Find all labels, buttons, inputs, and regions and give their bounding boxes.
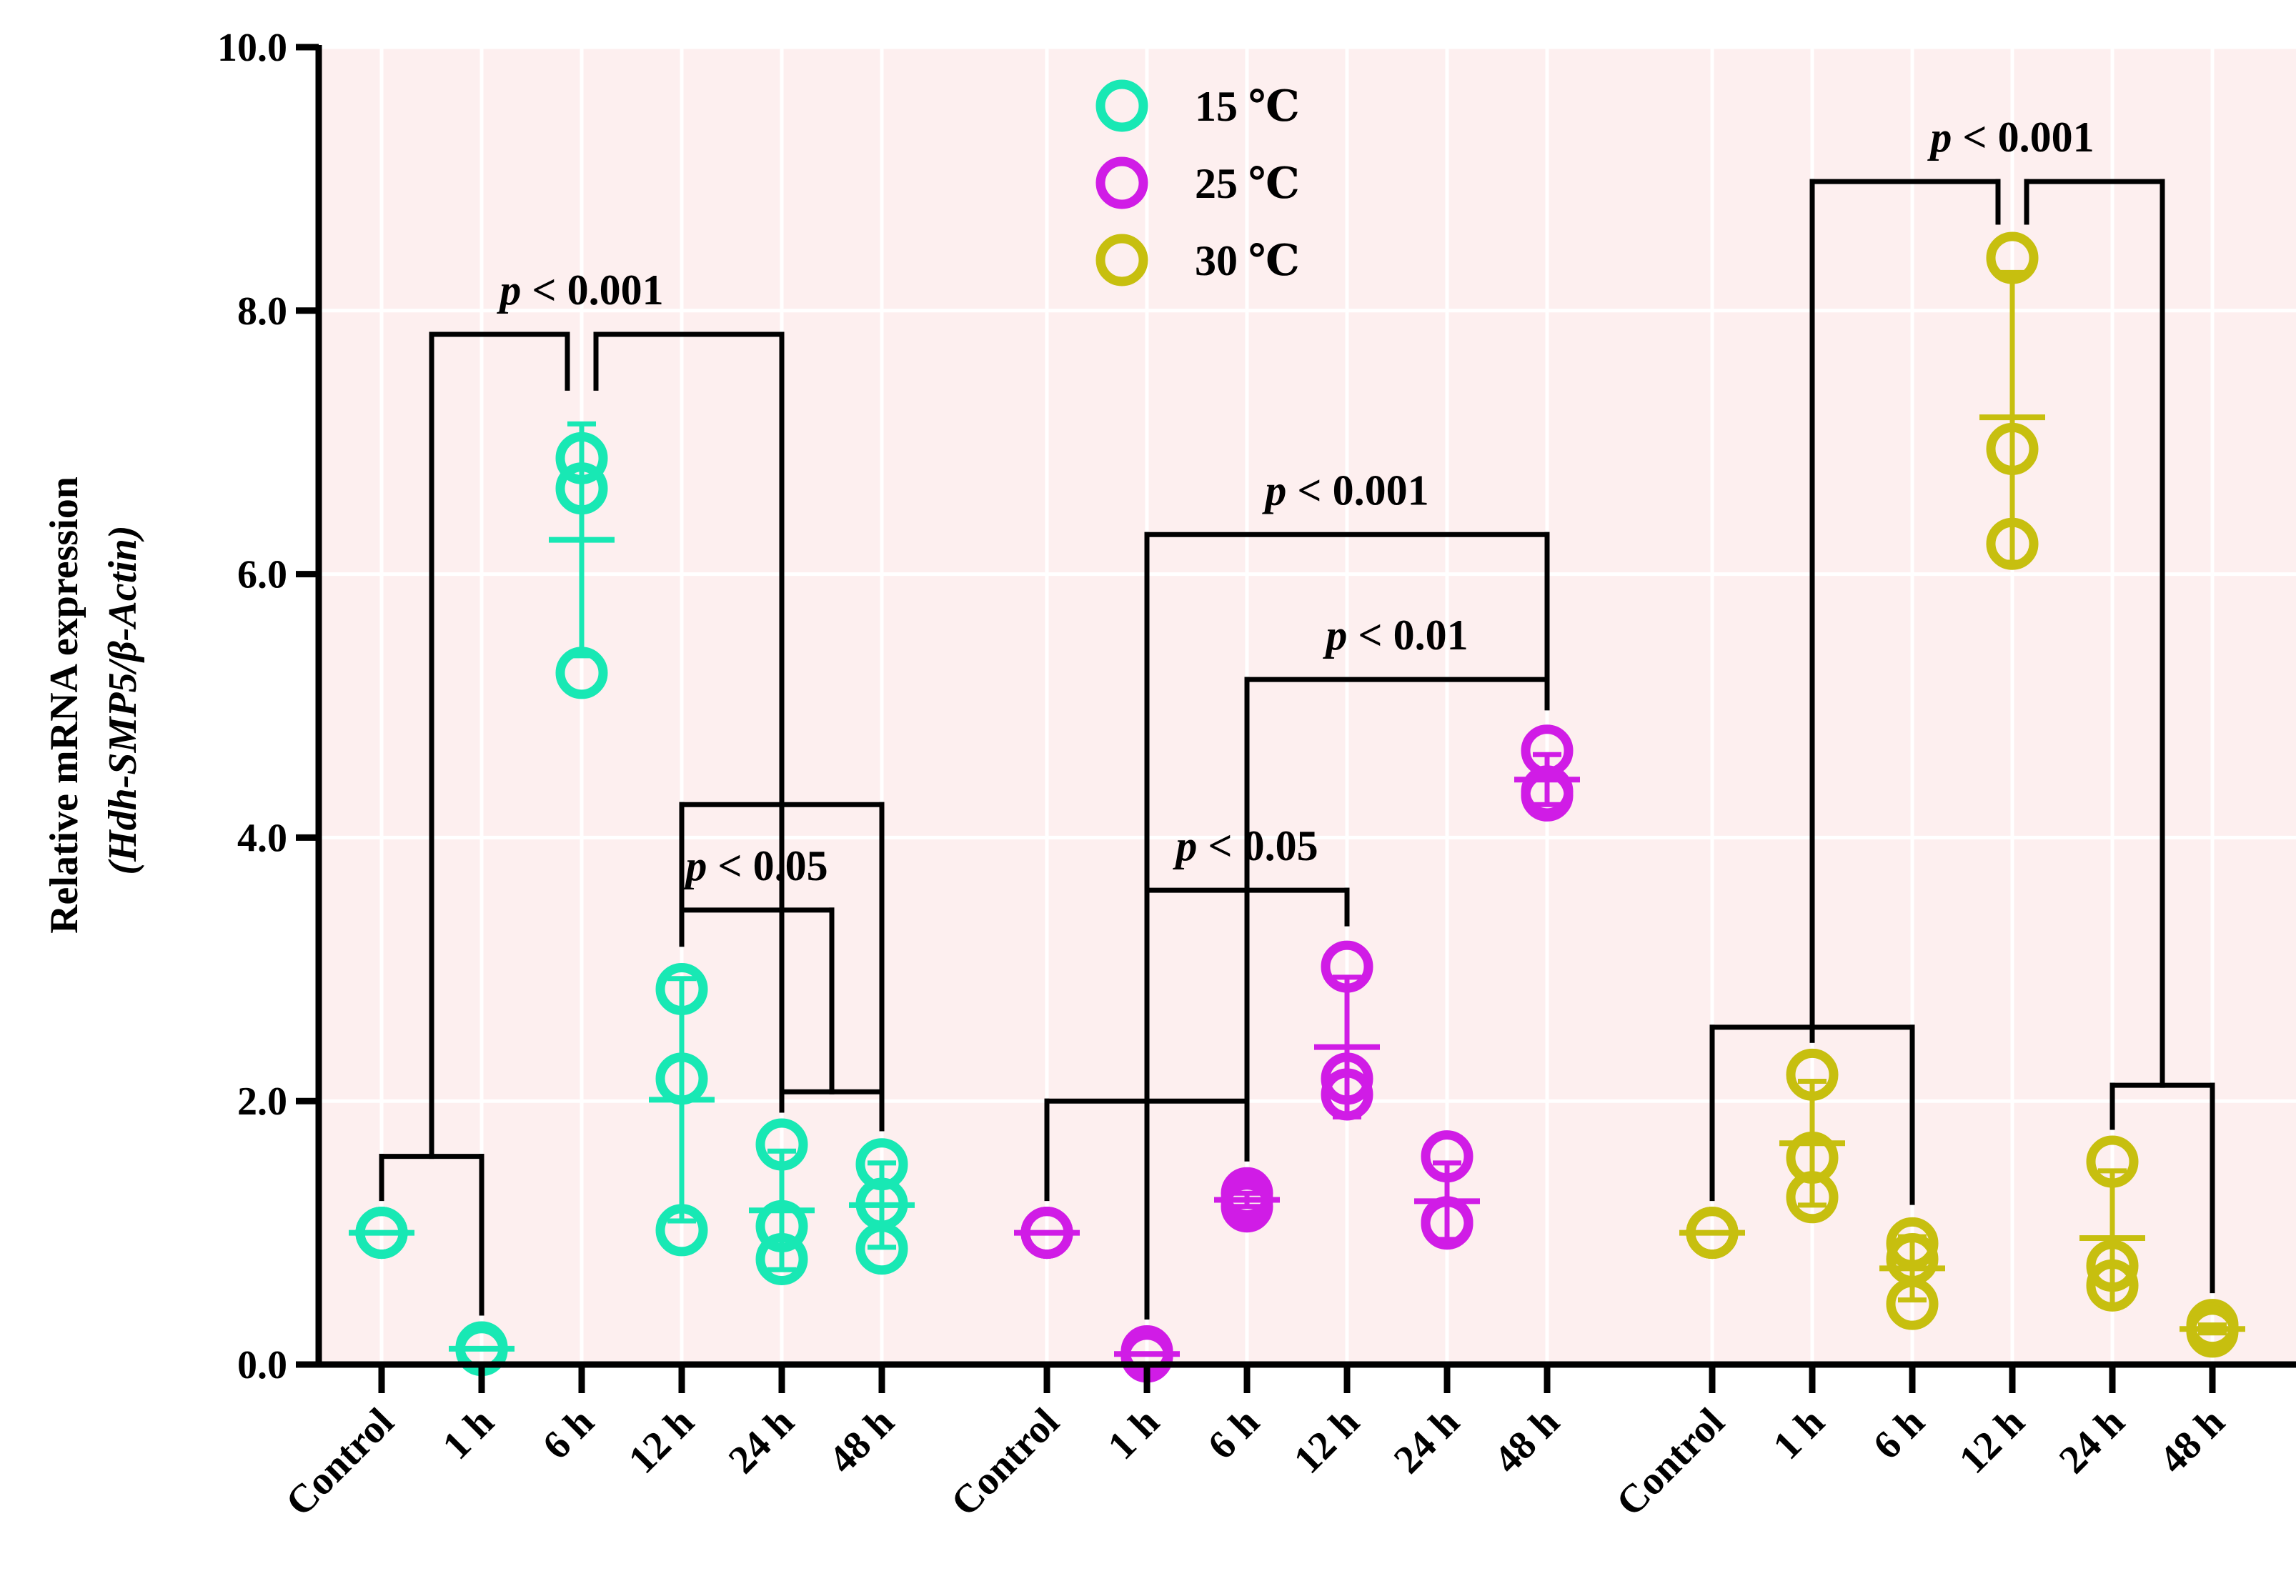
y-tick-label: 0.0 [237, 1343, 287, 1387]
p-value-label: p < 0.001 [1927, 114, 2094, 161]
p-value-symbol: p [1927, 114, 1952, 161]
y-tick-label: 2.0 [237, 1079, 287, 1124]
p-value-label: p < 0.001 [496, 266, 663, 314]
data-point [755, 1232, 808, 1285]
x-tick-label: 24 h [720, 1400, 802, 1482]
legend-marker [1095, 234, 1148, 286]
data-point [1786, 1171, 1839, 1224]
x-tick-label: 48 h [2151, 1400, 2233, 1482]
x-tick-label: 6 h [535, 1400, 603, 1468]
p-value-label: p < 0.05 [1172, 822, 1318, 869]
y-tick-label: 6.0 [237, 553, 287, 597]
gridlines [319, 45, 2296, 1365]
data-point [2086, 1259, 2139, 1312]
plot-background [319, 47, 2296, 1365]
y-tick-label: 8.0 [237, 289, 287, 334]
data-point [655, 962, 708, 1015]
data-point [555, 432, 608, 484]
legend: 15 ℃ 25 ℃ 30 ℃ [1095, 79, 1300, 286]
x-tick-label: 1 h [434, 1400, 503, 1468]
data-point [1321, 1052, 1373, 1105]
y-axis-title: Relative mRNA expression (Hdh-SMP5/β-Act… [42, 467, 145, 934]
data-point [1321, 1068, 1373, 1121]
p-value-symbol: p [1172, 822, 1197, 869]
legend-label: 25 ℃ [1195, 160, 1300, 207]
legend-marker [1095, 156, 1148, 209]
data-point [1221, 1180, 1273, 1233]
legend-label: 15 ℃ [1195, 83, 1300, 130]
data-point [755, 1118, 808, 1171]
data-point [1321, 940, 1373, 993]
p-value-text: < 0.001 [1286, 467, 1428, 514]
data-point [555, 462, 608, 515]
data-point [1421, 1130, 1473, 1183]
p-value-text: < 0.05 [707, 842, 828, 889]
x-tick-label: Control [277, 1400, 402, 1525]
y-axis-title-line1: Relative mRNA expression [42, 477, 86, 934]
p-value-text: < 0.05 [1197, 822, 1318, 869]
p-value-symbol: p [682, 842, 707, 889]
p-value-label: p < 0.001 [1261, 467, 1428, 514]
x-tick-label: 48 h [820, 1400, 903, 1482]
p-value-symbol: p [1322, 612, 1347, 659]
legend-label: 30 ℃ [1195, 237, 1300, 284]
data-point [555, 647, 608, 699]
x-tick-label: 6 h [1200, 1400, 1268, 1468]
data-point [1786, 1048, 1839, 1101]
x-tick-label: 6 h [1865, 1400, 1934, 1468]
data-point [2086, 1240, 2139, 1292]
p-value-symbol: p [1261, 467, 1286, 514]
p-value-label: p < 0.05 [682, 842, 828, 889]
p-value-label: p < 0.01 [1322, 612, 1468, 659]
x-tick-label: 1 h [1765, 1400, 1834, 1468]
data-point [1986, 517, 2039, 570]
x-tick-label: 48 h [1486, 1400, 1568, 1482]
legend-marker [1095, 79, 1148, 132]
data-point [1521, 769, 1574, 822]
data-point [1986, 231, 2039, 284]
x-tick-label: 12 h [1951, 1400, 2033, 1482]
p-value-symbol: p [496, 266, 521, 314]
x-tick-label: 24 h [2051, 1400, 2133, 1482]
x-tick-label: Control [1608, 1400, 1733, 1525]
y-tick-label: 10.0 [217, 26, 287, 70]
p-value-text: < 0.001 [1952, 114, 2094, 161]
y-tick-label: 4.0 [237, 816, 287, 860]
data-point [1886, 1277, 1939, 1330]
x-tick-label: 1 h [1100, 1400, 1168, 1468]
data-marks [349, 231, 2245, 1383]
x-tick-label: 12 h [620, 1400, 702, 1482]
data-point [2086, 1135, 2139, 1188]
x-tick-label: 12 h [1286, 1400, 1368, 1482]
p-value-text: < 0.001 [521, 266, 663, 314]
p-value-text: < 0.01 [1347, 612, 1468, 659]
x-tick-label: Control [943, 1400, 1068, 1525]
data-point [1886, 1217, 1939, 1270]
data-point [1986, 422, 2039, 475]
y-axis-title-line2: (Hdh-SMP5/β-Actin) [101, 525, 145, 874]
data-point [755, 1200, 808, 1252]
x-tick-label: 24 h [1386, 1400, 1468, 1482]
data-point [655, 1204, 708, 1257]
data-point [855, 1222, 908, 1275]
